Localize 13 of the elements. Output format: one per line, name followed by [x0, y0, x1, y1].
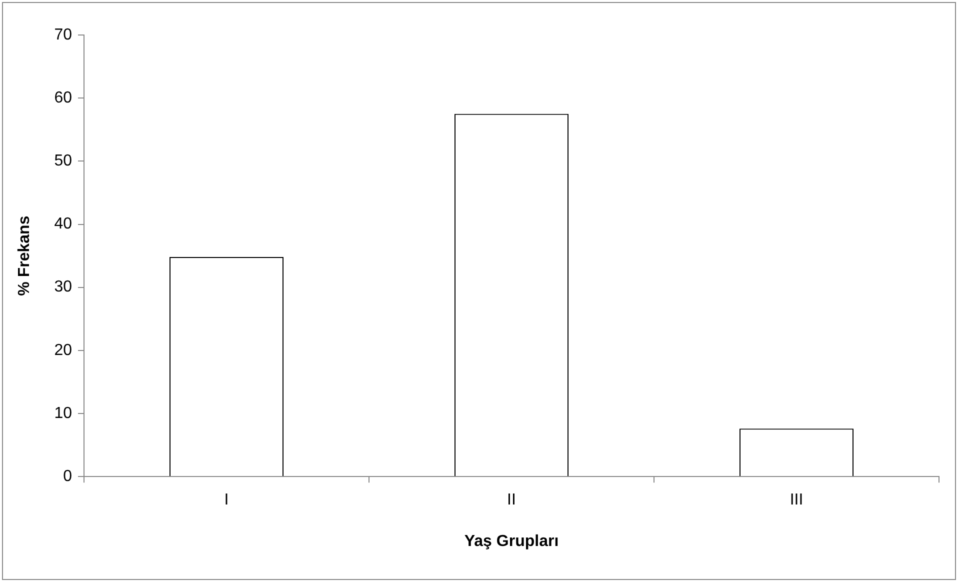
- x-axis-title: Yaş Grupları: [464, 532, 559, 550]
- y-tick-label: 50: [54, 152, 72, 170]
- y-tick-label: 40: [54, 216, 72, 233]
- y-tick-label: 10: [54, 404, 72, 422]
- x-tick-label: I: [224, 492, 229, 509]
- x-tick-label: III: [790, 492, 804, 509]
- y-tick-label: 20: [54, 342, 72, 359]
- x-tick-label: II: [507, 492, 516, 509]
- y-axis-title: % Frekans: [16, 216, 34, 296]
- y-tick-label: 0: [63, 468, 72, 486]
- y-tick-label: 60: [54, 89, 72, 106]
- y-tick-label: 30: [54, 278, 72, 296]
- y-tick-label: 70: [54, 26, 72, 44]
